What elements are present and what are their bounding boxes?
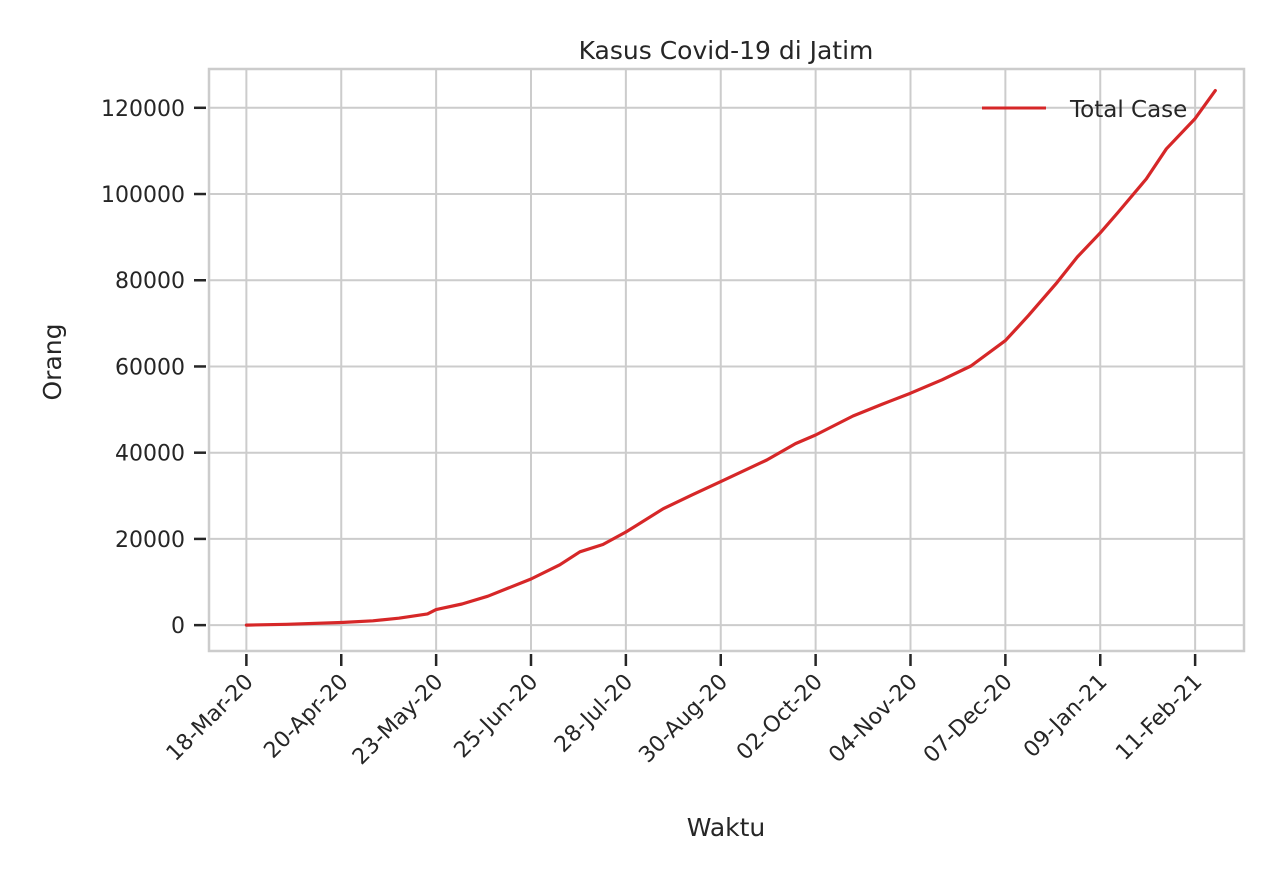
y-tick-label: 20000 (115, 528, 185, 553)
y-tick-label: 120000 (101, 97, 185, 122)
legend: Total Case (982, 97, 1187, 123)
grid-lines (209, 69, 1244, 651)
y-tick-label: 60000 (115, 355, 185, 380)
legend-label-total-case: Total Case (1069, 97, 1187, 123)
series-layer (244, 88, 1217, 627)
chart-title: Kasus Covid-19 di Jatim (579, 36, 874, 65)
y-axis-title: Orang (38, 324, 67, 401)
plot-frame (207, 67, 1246, 653)
y-tick-label: 0 (171, 614, 185, 639)
y-tick-label: 80000 (115, 269, 185, 294)
x-axis-title: Waktu (687, 813, 766, 842)
y-tick-label: 40000 (115, 442, 185, 467)
series-line-total-case (244, 88, 1217, 627)
y-tick-label: 100000 (101, 183, 185, 208)
